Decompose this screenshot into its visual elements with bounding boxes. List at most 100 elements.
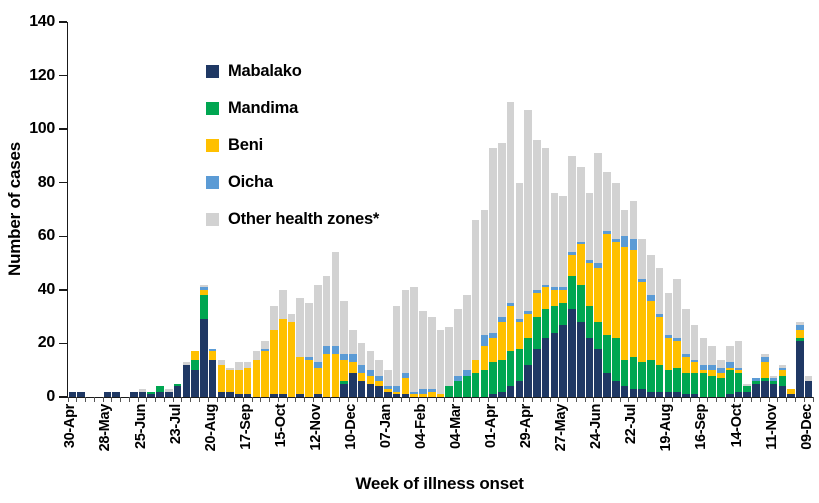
bar-segment (375, 380, 383, 387)
bar-slot (349, 330, 357, 397)
bar-segment (340, 383, 348, 397)
bar-segment (287, 313, 296, 322)
legend-swatch-icon (206, 139, 219, 152)
x-tick-mark (698, 397, 700, 402)
x-tick-mark (304, 397, 306, 402)
bar-segment (761, 356, 769, 363)
x-tick-label: 12-Nov (307, 404, 324, 451)
bar-slot (200, 284, 208, 397)
y-tick-label: 120 (29, 66, 55, 84)
bar-segment (647, 255, 655, 296)
bar-segment (287, 322, 296, 397)
bar-segment (778, 370, 787, 376)
bar-segment (550, 332, 559, 397)
y-tick-label: 20 (37, 334, 56, 352)
x-tick-mark (260, 397, 262, 402)
x-tick-mark (391, 397, 393, 402)
bar-segment (349, 372, 357, 397)
bar-segment (524, 110, 532, 312)
bar-slot (331, 252, 340, 397)
bar-slot (208, 348, 217, 397)
bar-segment (620, 236, 629, 248)
bar-segment (550, 305, 559, 333)
bar-segment (804, 380, 813, 397)
bar-segment (796, 338, 804, 341)
x-tick-mark (251, 397, 253, 402)
bar-segment (305, 356, 313, 360)
bar-segment (349, 330, 357, 355)
bar-segment (217, 359, 226, 365)
bar-slot (182, 362, 191, 397)
bar-slot (296, 297, 305, 397)
x-tick-label: 16-Sep (693, 404, 710, 450)
bar-segment (410, 394, 418, 397)
bar-slot (752, 378, 760, 397)
bar-segment (743, 391, 752, 397)
bar-slot (541, 147, 550, 397)
x-tick-mark (707, 397, 709, 402)
bar-segment (743, 386, 752, 392)
bar-segment (533, 292, 541, 317)
bar-segment (226, 391, 234, 397)
x-tick-mark (269, 397, 271, 402)
bar-segment (208, 348, 217, 352)
bar-segment (296, 297, 305, 357)
bar-segment (725, 367, 734, 371)
bar-segment (243, 367, 252, 395)
bar-slot (463, 295, 471, 397)
y-tick-mark (59, 21, 67, 23)
x-tick-mark (111, 397, 113, 402)
bar-segment (375, 375, 383, 381)
bar-segment (471, 220, 480, 360)
bar-segment (541, 338, 550, 397)
bar-slot (252, 351, 261, 397)
bar-segment (305, 359, 313, 397)
bar-segment (664, 391, 673, 397)
x-tick-label: 22-Jul (623, 404, 640, 445)
bar-segment (375, 386, 383, 397)
bar-segment (559, 324, 567, 397)
bar-slot (340, 300, 348, 397)
bar-segment (401, 378, 410, 395)
x-axis-labels: 30-Apr 28-May 25-Jun 23-Jul 20-Aug 17-Sep 15-O… (62, 404, 814, 468)
x-tick-mark (786, 397, 788, 402)
bar-segment (550, 287, 559, 290)
x-tick-mark (751, 397, 753, 402)
bar-segment (734, 367, 743, 371)
y-tick-label: 80 (37, 173, 56, 191)
bar-segment (761, 362, 769, 379)
x-tick-label: 19-Aug (658, 404, 675, 452)
x-tick-mark (321, 397, 323, 402)
bar-segment (314, 362, 322, 368)
bar-segment (620, 247, 629, 360)
bar-segment (454, 308, 462, 376)
bar-segment (761, 378, 769, 381)
bar-slot (585, 193, 594, 397)
bar-slot (524, 110, 532, 397)
bar-segment (524, 313, 532, 339)
bar-segment (200, 319, 208, 397)
bar-segment (664, 335, 673, 339)
bar-segment (734, 391, 743, 397)
x-tick-mark (418, 397, 420, 402)
bar-segment (182, 364, 191, 397)
bar-segment (156, 391, 164, 397)
bar-segment (769, 375, 778, 379)
bar-slot (384, 370, 392, 397)
bar-segment (673, 391, 681, 397)
bar-segment (568, 252, 576, 256)
bar-segment (217, 391, 226, 397)
bar-segment (612, 338, 620, 381)
bar-segment (331, 354, 340, 397)
bar-segment (226, 367, 234, 371)
bar-segment (165, 391, 173, 397)
bar-slot (147, 391, 156, 397)
bar-segment (612, 182, 620, 239)
bar-segment (489, 147, 497, 333)
x-tick-label: 25-Jun (132, 404, 149, 449)
bar-segment (498, 359, 506, 392)
bar-segment (191, 359, 199, 371)
x-tick-mark (505, 397, 507, 402)
bar-segment (349, 362, 357, 373)
bar-segment (384, 388, 392, 392)
